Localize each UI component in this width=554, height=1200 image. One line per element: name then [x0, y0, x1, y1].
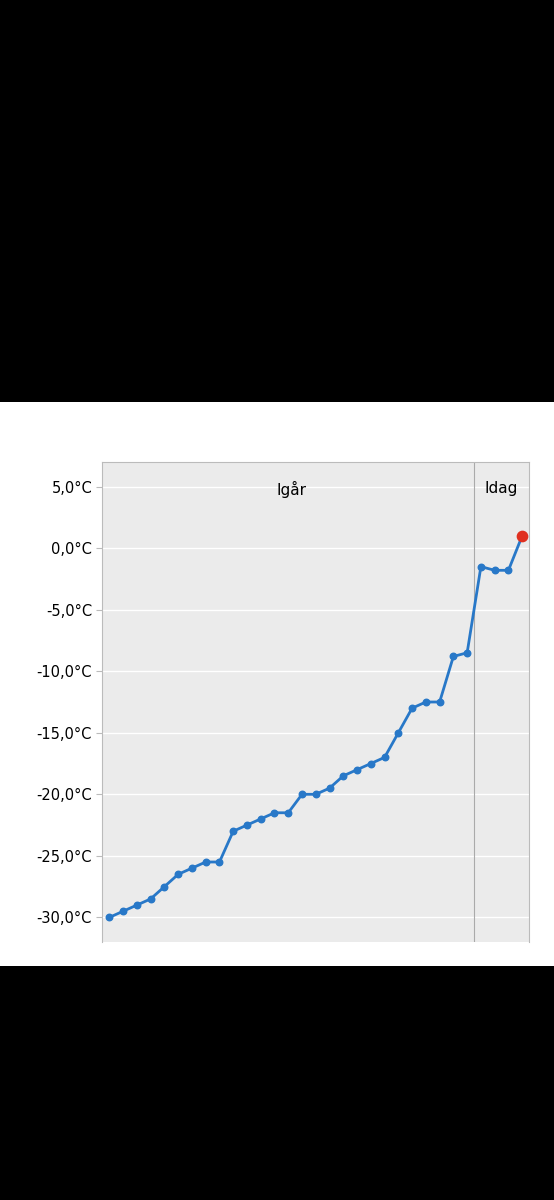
Point [476, 557, 485, 576]
Point [105, 907, 114, 926]
Point [435, 692, 444, 712]
Point [119, 901, 127, 920]
Point [325, 779, 334, 798]
Point [270, 803, 279, 822]
Point [284, 803, 293, 822]
Point [174, 865, 183, 884]
Point [160, 877, 169, 896]
Point [463, 643, 471, 662]
Point [408, 698, 417, 718]
Point [187, 858, 196, 877]
Text: Lufttemperatur: Lufttemperatur [22, 380, 178, 398]
Point [297, 785, 306, 804]
Point [394, 724, 403, 743]
Point [201, 852, 210, 871]
Point [132, 895, 141, 914]
Point [229, 822, 238, 841]
Point [422, 692, 430, 712]
Text: Idag: Idag [485, 481, 518, 497]
Point [353, 760, 362, 779]
Point [518, 527, 527, 546]
Point [215, 852, 224, 871]
Point [243, 816, 252, 835]
Point [490, 560, 499, 580]
Point [504, 560, 513, 580]
Point [339, 767, 348, 786]
Text: Igår: Igår [276, 481, 307, 498]
Point [449, 647, 458, 666]
Point [257, 809, 265, 828]
Point [311, 785, 320, 804]
Point [366, 754, 375, 773]
Point [146, 889, 155, 908]
Point [380, 748, 389, 767]
